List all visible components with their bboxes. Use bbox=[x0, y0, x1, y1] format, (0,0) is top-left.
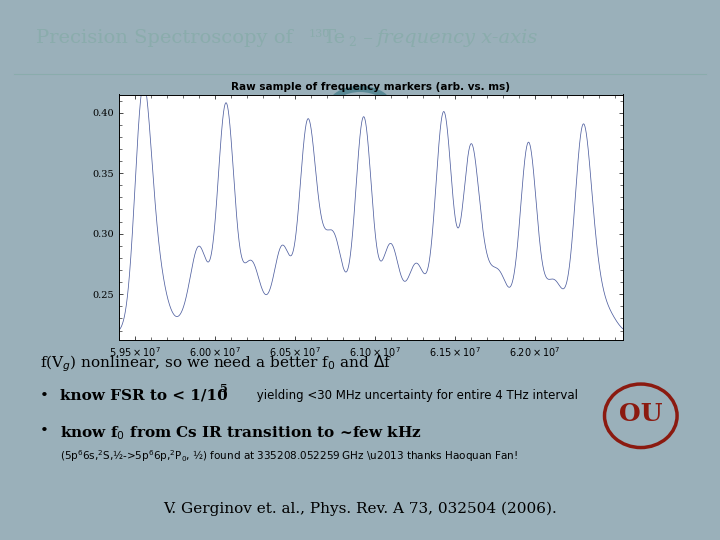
Text: OU: OU bbox=[619, 402, 662, 426]
Text: (5p$^6$6s,$^2$S,½->5p$^6$6p,$^2$P$_0$, ½) found at 335208.052259 GHz \u2013 than: (5p$^6$6s,$^2$S,½->5p$^6$6p,$^2$P$_0$, ½… bbox=[60, 448, 518, 464]
Text: 5: 5 bbox=[220, 383, 228, 394]
Text: know f$_0$ from Cs IR transition to ~few kHz: know f$_0$ from Cs IR transition to ~few… bbox=[60, 424, 422, 442]
Text: –: – bbox=[357, 29, 379, 46]
Text: 2: 2 bbox=[348, 36, 356, 49]
Text: 130: 130 bbox=[308, 30, 330, 39]
Text: f(V$_g$) nonlinear, so we need a better f$_0$ and $\Delta$f: f(V$_g$) nonlinear, so we need a better … bbox=[40, 354, 392, 374]
Text: V. Gerginov et. al., Phys. Rev. A 73, 032504 (2006).: V. Gerginov et. al., Phys. Rev. A 73, 03… bbox=[163, 502, 557, 516]
Title: Raw sample of frequency markers (arb. vs. ms): Raw sample of frequency markers (arb. vs… bbox=[231, 82, 510, 92]
Text: know FSR to < 1/10: know FSR to < 1/10 bbox=[60, 389, 228, 403]
Text: •: • bbox=[40, 389, 48, 403]
Text: yielding <30 MHz uncertainty for entire 4 THz interval: yielding <30 MHz uncertainty for entire … bbox=[238, 389, 578, 402]
Text: frequency x-axis: frequency x-axis bbox=[377, 29, 538, 46]
Text: •: • bbox=[40, 424, 48, 438]
Text: Precision Spectroscopy of: Precision Spectroscopy of bbox=[36, 29, 299, 46]
Text: Te: Te bbox=[323, 29, 346, 46]
